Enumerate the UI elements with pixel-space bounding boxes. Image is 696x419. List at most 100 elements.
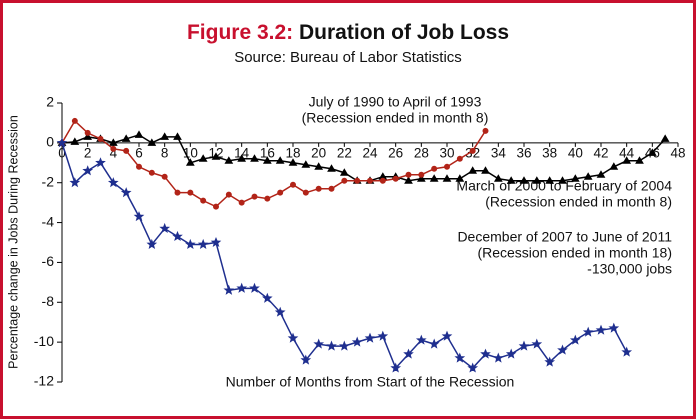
point (315, 185, 322, 192)
chart-title: Figure 3.2: Duration of Job Loss (187, 21, 509, 44)
point (133, 211, 145, 222)
x-tick-label: 20 (311, 145, 326, 160)
point (468, 166, 478, 174)
point (262, 292, 273, 303)
point (390, 362, 402, 373)
x-tick-label: 0 (58, 145, 66, 160)
x-tick-label: 22 (337, 145, 352, 160)
point (83, 132, 93, 140)
point (262, 156, 272, 164)
point (354, 177, 361, 184)
point (161, 173, 168, 180)
point (146, 238, 158, 250)
y-axis-label: Percentage change in Jobs During Recessi… (6, 115, 20, 369)
title-text: Duration of Job Loss (299, 21, 509, 44)
point (69, 177, 81, 188)
y-tick-label: -10 (34, 333, 54, 349)
point (198, 154, 208, 162)
y-tick-label: -2 (42, 173, 55, 189)
x-tick-label: 2 (84, 145, 92, 160)
point (172, 230, 183, 242)
point (404, 176, 413, 184)
point (251, 193, 258, 200)
point (288, 158, 298, 166)
point (545, 176, 555, 184)
point (160, 132, 170, 140)
point (250, 154, 259, 162)
x-tick-label: 18 (285, 145, 300, 160)
point (287, 332, 299, 343)
point (301, 160, 311, 168)
point (277, 189, 284, 196)
x-tick-label: 28 (414, 145, 429, 160)
point (84, 129, 91, 136)
x-tick-label: 42 (593, 145, 608, 160)
point (341, 177, 348, 184)
point (415, 334, 427, 345)
point (95, 157, 106, 168)
y-tick-label: -4 (42, 213, 55, 229)
point (467, 362, 479, 373)
point (70, 137, 80, 145)
point (184, 238, 196, 250)
point (609, 162, 619, 170)
x-tick-label: 26 (388, 145, 403, 160)
x-tick-label: 44 (619, 145, 635, 160)
point (532, 176, 542, 184)
point (56, 137, 68, 148)
point (108, 138, 118, 146)
point (660, 134, 670, 142)
point (224, 156, 234, 164)
point (379, 177, 386, 184)
x-tick-label: 4 (110, 145, 118, 160)
x-axis-label: Number of Months from Start of the Reces… (226, 374, 515, 390)
point (275, 156, 285, 164)
point (300, 354, 312, 365)
point (582, 326, 594, 337)
x-tick-label: 38 (542, 145, 557, 160)
point (290, 181, 296, 188)
x-tick-label: 48 (670, 145, 685, 160)
point (136, 163, 142, 170)
point (431, 165, 438, 172)
point (223, 284, 235, 295)
point (147, 138, 157, 146)
point (351, 336, 363, 347)
y-tick-label: -8 (42, 293, 55, 309)
x-tick-label: 14 (234, 145, 250, 160)
point (444, 163, 450, 170)
point (635, 156, 644, 164)
point (455, 174, 465, 182)
x-tick-label: 6 (135, 145, 143, 160)
point (416, 174, 426, 182)
point (97, 135, 104, 142)
point (326, 340, 337, 351)
point (339, 168, 349, 176)
point (569, 334, 581, 345)
point (518, 340, 530, 351)
point (249, 282, 260, 293)
point (621, 346, 633, 357)
point (110, 145, 117, 152)
point (264, 195, 271, 202)
point (314, 162, 324, 170)
point (493, 174, 503, 182)
annotation: -130,000 jobs (587, 261, 672, 277)
point (456, 155, 463, 162)
x-tick-label: 40 (568, 145, 583, 160)
point (107, 177, 119, 188)
point (595, 324, 607, 335)
point (506, 176, 516, 184)
y-tick-label: 2 (46, 94, 54, 110)
annotation: (Recession ended in month 18) (477, 245, 672, 261)
point (134, 130, 144, 138)
point (185, 158, 195, 166)
point (238, 199, 245, 206)
point (480, 348, 491, 359)
point (237, 154, 247, 162)
point (82, 165, 94, 176)
point (173, 132, 182, 140)
point (392, 175, 399, 182)
series-label: December of 2007 to June of 2011 (457, 229, 672, 245)
point (302, 189, 309, 196)
